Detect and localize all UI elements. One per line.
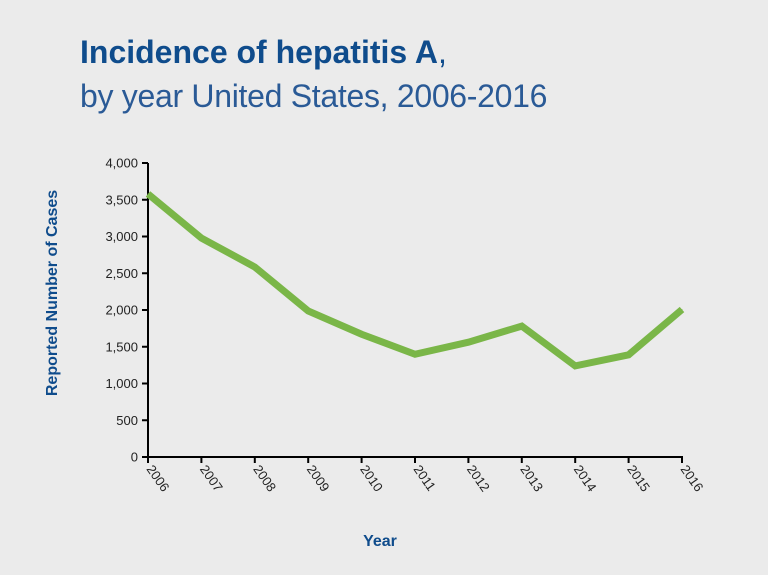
data-point <box>414 353 416 355</box>
y-tick-label: 2,000 <box>105 303 138 318</box>
x-tick-label: 2008 <box>250 462 279 494</box>
x-axis-label: Year <box>363 533 397 550</box>
x-tick-label: 2007 <box>197 462 226 494</box>
data-point <box>200 237 202 239</box>
y-tick-label: 1,000 <box>105 376 138 391</box>
y-tick-label: 1,500 <box>105 339 138 354</box>
data-point <box>521 325 523 327</box>
x-tick-label: 2011 <box>411 462 439 494</box>
x-tick-label: 2006 <box>144 462 173 494</box>
x-tick-label: 2014 <box>571 462 600 494</box>
data-point <box>574 365 576 367</box>
chart-title: Incidence of hepatitis A, <box>80 34 447 71</box>
data-point <box>361 333 363 335</box>
data-point <box>147 193 149 195</box>
x-tick-label: 2016 <box>678 462 707 494</box>
y-tick-label: 3,000 <box>105 229 138 244</box>
y-tick-label: 500 <box>116 413 138 428</box>
x-tick-label: 2012 <box>464 462 493 494</box>
chart-subtitle: by year United States, 2006-2016 <box>80 78 548 114</box>
data-series-line <box>145 191 685 370</box>
x-tick-label: 2010 <box>357 462 386 494</box>
data-point <box>681 308 683 310</box>
chart-title-comma: , <box>437 34 447 70</box>
data-point <box>467 341 469 343</box>
y-tick-label: 3,500 <box>105 192 138 207</box>
y-axis-label: Reported Number of Cases <box>44 190 61 396</box>
x-tick-label: 2009 <box>304 462 333 494</box>
data-point <box>628 354 630 356</box>
y-tick-label: 4,000 <box>105 156 138 171</box>
x-tick-label: 2015 <box>624 462 653 494</box>
data-point <box>254 266 256 268</box>
chart-title-text: Incidence of hepatitis A <box>80 34 438 70</box>
y-tick-label: 0 <box>131 450 138 465</box>
y-tick-label: 2,500 <box>105 266 138 281</box>
data-point <box>307 310 309 312</box>
x-tick-label: 2013 <box>517 462 546 494</box>
